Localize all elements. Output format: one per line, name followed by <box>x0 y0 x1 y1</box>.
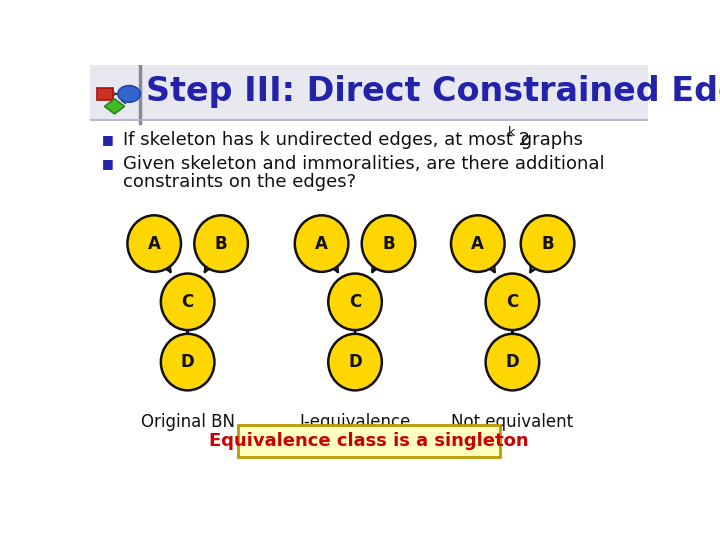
Text: If skeleton has k undirected edges, at most 2: If skeleton has k undirected edges, at m… <box>124 131 531 149</box>
Text: C: C <box>349 293 361 311</box>
Polygon shape <box>104 99 125 114</box>
FancyBboxPatch shape <box>238 425 500 457</box>
Text: I-equivalence: I-equivalence <box>300 413 410 431</box>
Text: D: D <box>348 353 362 371</box>
Ellipse shape <box>194 215 248 272</box>
Ellipse shape <box>127 215 181 272</box>
Text: D: D <box>505 353 519 371</box>
Text: graphs: graphs <box>516 131 583 149</box>
Ellipse shape <box>294 215 348 272</box>
Text: C: C <box>506 293 518 311</box>
Ellipse shape <box>161 334 215 390</box>
Text: B: B <box>541 234 554 253</box>
Text: A: A <box>315 234 328 253</box>
Text: ■: ■ <box>102 157 114 170</box>
Text: Original BN: Original BN <box>140 413 235 431</box>
Text: A: A <box>148 234 161 253</box>
FancyBboxPatch shape <box>90 65 648 119</box>
Text: constraints on the edges?: constraints on the edges? <box>124 173 356 191</box>
Ellipse shape <box>328 334 382 390</box>
Text: Given skeleton and immoralities, are there additional: Given skeleton and immoralities, are the… <box>124 155 605 173</box>
Ellipse shape <box>451 215 505 272</box>
Ellipse shape <box>361 215 415 272</box>
Bar <box>96 87 114 100</box>
Text: A: A <box>472 234 485 253</box>
Text: k: k <box>508 126 515 139</box>
Text: B: B <box>215 234 228 253</box>
Text: Equivalence class is a singleton: Equivalence class is a singleton <box>210 432 528 450</box>
Text: D: D <box>181 353 194 371</box>
Ellipse shape <box>485 334 539 390</box>
Text: Step III: Direct Constrained Edges: Step III: Direct Constrained Edges <box>145 75 720 108</box>
Ellipse shape <box>328 274 382 330</box>
Text: C: C <box>181 293 194 311</box>
Circle shape <box>118 85 140 102</box>
Ellipse shape <box>521 215 575 272</box>
Ellipse shape <box>485 274 539 330</box>
Text: B: B <box>382 234 395 253</box>
Ellipse shape <box>161 274 215 330</box>
Text: ■: ■ <box>102 133 114 146</box>
Text: Not equivalent: Not equivalent <box>451 413 574 431</box>
